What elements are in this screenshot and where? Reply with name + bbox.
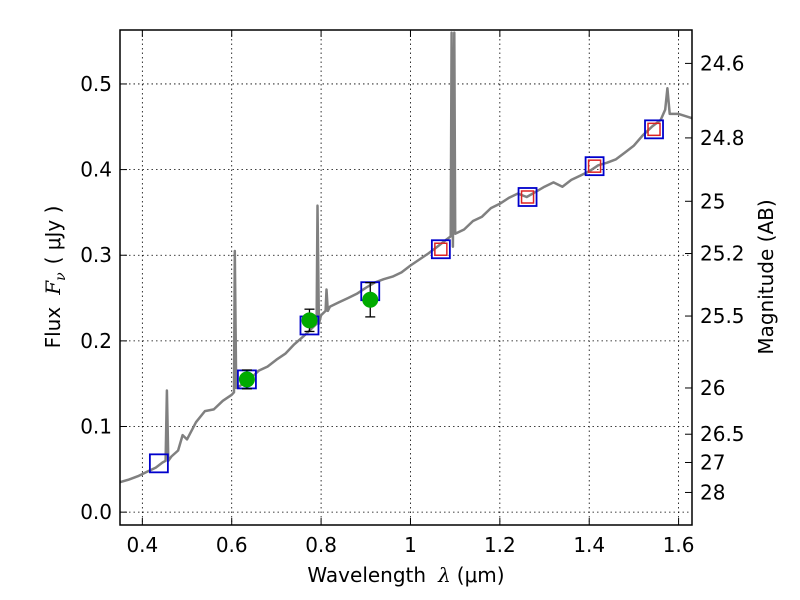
model-box-marker <box>148 453 169 474</box>
y2-tick-label: 28 <box>700 480 725 504</box>
observed-box-marker <box>647 122 661 137</box>
x-tick-label: 0.4 <box>126 533 158 557</box>
y-tick-label: 0.0 <box>80 500 112 524</box>
observed-point <box>362 291 379 308</box>
y-tick-label: 0.3 <box>80 243 112 267</box>
y-tick-label: 0.4 <box>80 158 112 182</box>
x-tick-label: 0.6 <box>216 533 248 557</box>
tick-labels: 0.4 0.6 0.8 1 1.2 1.4 1.6 0.0 0.1 0.2 0.3 0.4 0.5 24.… <box>80 51 744 557</box>
observed-point <box>301 312 318 329</box>
y2-tick-label: 25 <box>700 189 725 213</box>
right-axis-label: Magnitude (AB) <box>754 199 778 354</box>
x-tick-label: 1.6 <box>663 533 695 557</box>
model-box-marker <box>584 156 605 177</box>
y-tick-label: 0.1 <box>80 415 112 439</box>
y-tick-label: 0.5 <box>80 72 112 96</box>
y2-tick-label: 25.5 <box>700 304 745 328</box>
plot-frame <box>119 29 693 526</box>
y-tick-label: 0.2 <box>80 329 112 353</box>
y2-tick-label: 24.6 <box>700 51 745 75</box>
ticks <box>120 30 692 525</box>
y2-tick-label: 26.5 <box>700 422 745 446</box>
model-box-marker <box>517 187 538 207</box>
x-tick-label: 0.8 <box>305 533 337 557</box>
y2-tick-label: 24.8 <box>700 126 745 150</box>
y-axis-label: FluxFν( μJy ) <box>41 206 69 349</box>
x-tick-label: 1 <box>404 533 417 557</box>
x-axis-label: Wavelength λ (μm) <box>307 563 504 587</box>
model-box-marker <box>644 119 664 140</box>
x-tick-label: 1.4 <box>573 533 605 557</box>
marker-layer <box>148 119 664 474</box>
observed-box-marker <box>587 159 602 173</box>
y2-tick-label: 26 <box>700 376 725 400</box>
x-tick-label: 1.2 <box>484 533 516 557</box>
observed-box-marker <box>434 242 448 256</box>
y2-tick-label: 27 <box>700 450 725 474</box>
y2-tick-label: 25.2 <box>700 242 745 266</box>
grid <box>120 30 692 525</box>
observed-box-marker <box>520 190 535 204</box>
model-box-marker <box>430 239 451 260</box>
observed-point <box>238 371 255 388</box>
